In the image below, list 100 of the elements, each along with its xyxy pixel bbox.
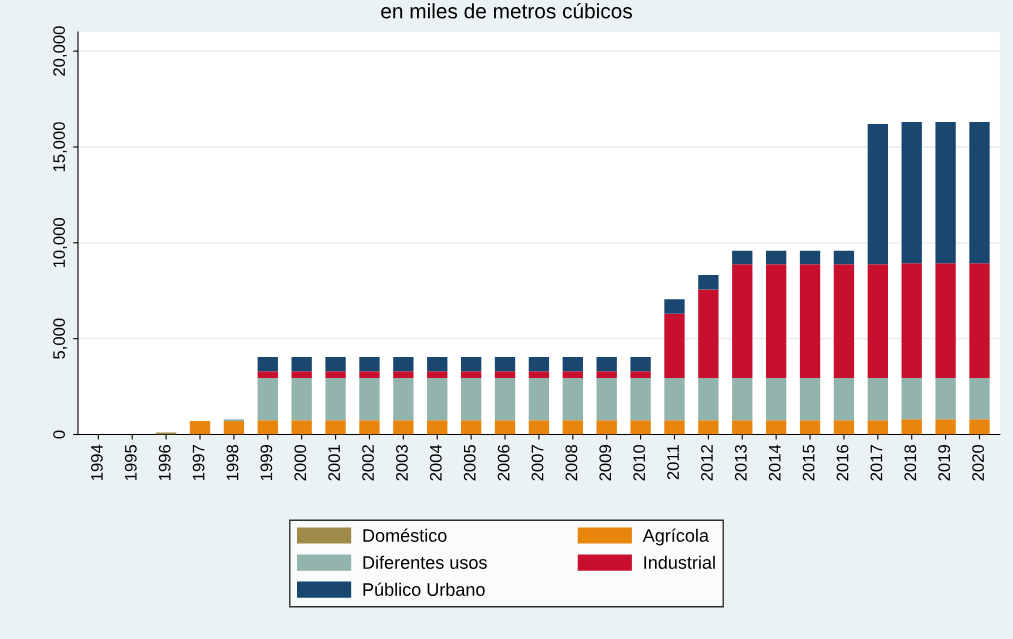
bar [664,377,685,421]
bar [969,122,990,264]
bar [765,377,787,421]
bar [732,377,753,421]
x-tick-label: 2009 [599,445,612,481]
bar [901,122,922,264]
bar [460,371,482,378]
bar [257,420,278,435]
bar [969,377,990,420]
bar [291,377,312,421]
x-tick-label: 2003 [396,444,408,481]
x-tick-label: 2001 [328,445,341,481]
bar [596,420,617,435]
bar [867,264,888,378]
bar [969,419,990,435]
bar [799,420,821,435]
legend-label: Doméstico [363,528,447,542]
x-tick-label: 2005 [463,444,476,481]
bar [867,420,888,435]
bar [291,420,312,435]
chart-title: en miles de metros cúbicos [381,2,632,19]
x-tick-label: 2002 [362,445,374,481]
bar [732,250,753,265]
bar [291,356,312,372]
x-tick-label: 2006 [497,444,510,481]
bar [732,264,753,378]
bar [562,356,583,372]
bar [325,377,346,421]
bar [901,419,922,435]
legend-label: Diferentes usos [363,555,487,569]
bar [969,263,990,378]
bar [799,250,821,265]
x-tick-label: 2012 [701,445,713,481]
x-tick-label: 2008 [565,444,578,481]
x-tick-label: 2000 [294,444,307,481]
bar [359,356,380,372]
x-tick-label: 1999 [260,445,273,481]
x-tick-label: 1996 [158,444,171,481]
bar [833,377,855,421]
bar [257,377,278,421]
bar [427,420,448,435]
bar [528,371,550,378]
bar [833,264,855,378]
bar [799,377,821,421]
x-tick-label: 2014 [768,444,781,481]
bar [664,299,685,314]
bar [528,420,550,435]
bar [630,377,651,421]
x-tick-label: 2018 [904,444,917,481]
x-tick-label: 1995 [124,444,137,481]
bar [325,420,346,435]
bar [935,263,956,378]
bar [393,371,414,378]
bar [359,371,380,378]
bar [732,420,753,435]
bar [901,377,922,420]
y-tick-label: 5,000 [53,318,67,359]
bar [427,356,448,372]
bar [189,421,211,435]
bar [698,289,719,378]
y-tick-label: 20,000 [53,26,67,76]
bar [664,313,685,378]
bar [562,420,583,435]
bar [596,371,617,378]
bar [664,420,685,435]
bar [765,250,787,265]
x-tick-label: 2013 [734,444,747,481]
bar [325,371,346,378]
bar [460,420,482,435]
bar [528,356,550,372]
bar [494,371,516,378]
x-tick-label: 2016 [836,444,849,481]
legend-label: Agrícola [642,528,709,546]
x-tick-label: 1994 [91,444,103,481]
bar [427,377,448,421]
y-tick-label: 15,000 [53,122,67,172]
x-tick-label: 2011 [667,445,679,480]
bar [257,371,278,378]
bar [765,420,787,435]
bar [596,377,617,421]
bar [630,371,651,378]
bar [427,371,448,378]
bar [460,377,482,421]
bar [562,377,583,421]
bar [901,263,922,378]
bar [698,275,719,290]
bar [596,356,617,372]
bar [393,356,414,372]
legend-label: Público Urbano [363,582,485,596]
bar [562,371,583,378]
bar [833,250,855,265]
bar [867,377,888,421]
x-tick-label: 2015 [802,444,815,481]
bar [935,122,956,264]
x-tick-label: 2010 [633,444,646,481]
bar [291,371,312,378]
bar [393,377,414,421]
bar [359,377,380,421]
bar [698,377,719,421]
bar [494,377,516,421]
